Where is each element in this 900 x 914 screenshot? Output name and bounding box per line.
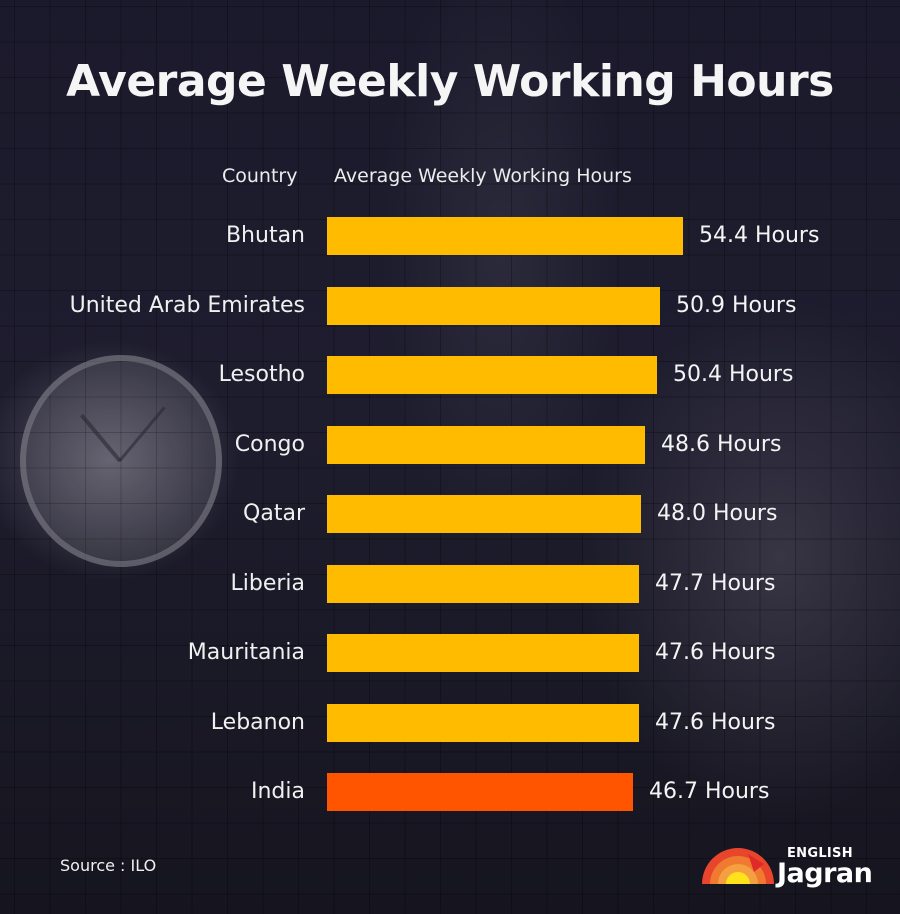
- country-label: Lesotho: [218, 362, 305, 387]
- country-label: Liberia: [230, 570, 305, 596]
- bar-row: Lesotho 50.4 Hours: [0, 356, 900, 394]
- country-label: Mauritania: [187, 640, 305, 665]
- value-label: 47.6 Hours: [655, 709, 776, 735]
- logo-jagran-text: Jagran: [777, 858, 873, 889]
- country-label: India: [251, 779, 305, 804]
- country-label: Congo: [234, 431, 305, 457]
- chart-title: Average Weekly Working Hours: [66, 56, 834, 107]
- value-label: 48.6 Hours: [661, 431, 782, 457]
- bar-row: India 46.7 Hours: [0, 773, 900, 811]
- clock-photo-background: [20, 355, 222, 567]
- bar: [327, 773, 633, 811]
- sunrise-logo-icon: [702, 848, 774, 884]
- value-label: 50.9 Hours: [676, 292, 797, 318]
- value-label: 47.7 Hours: [655, 570, 776, 596]
- bar: [327, 634, 639, 672]
- value-label: 50.4 Hours: [673, 362, 794, 387]
- value-label: 48.0 Hours: [657, 501, 778, 526]
- value-label: 54.4 Hours: [699, 223, 820, 248]
- country-label: United Arab Emirates: [69, 292, 305, 318]
- bar-row: Mauritania 47.6 Hours: [0, 634, 900, 672]
- country-label: Qatar: [243, 501, 305, 526]
- bar: [327, 425, 645, 464]
- hours-column-header: Average Weekly Working Hours: [334, 165, 632, 187]
- country-label: Lebanon: [210, 709, 305, 735]
- bar: [327, 564, 639, 603]
- bar-row: Liberia 47.7 Hours: [0, 564, 900, 603]
- country-column-header: Country: [222, 165, 298, 187]
- bar-row: Bhutan 54.4 Hours: [0, 217, 900, 255]
- bar-row: Lebanon 47.6 Hours: [0, 703, 900, 742]
- bar: [327, 703, 639, 742]
- value-label: 47.6 Hours: [655, 640, 776, 665]
- bar: [327, 356, 657, 394]
- country-label: Bhutan: [225, 223, 305, 248]
- bar-row: Congo 48.6 Hours: [0, 425, 900, 464]
- value-label: 46.7 Hours: [649, 779, 770, 804]
- bar: [327, 495, 641, 533]
- jagran-logo: ENGLISH Jagran: [702, 846, 877, 892]
- source-note: Source : ILO: [60, 856, 157, 875]
- bar: [327, 217, 683, 255]
- logo-english-text: ENGLISH: [787, 846, 853, 861]
- bar-row: Qatar 48.0 Hours: [0, 495, 900, 533]
- bar-row: United Arab Emirates 50.9 Hours: [0, 286, 900, 325]
- bar: [327, 286, 660, 325]
